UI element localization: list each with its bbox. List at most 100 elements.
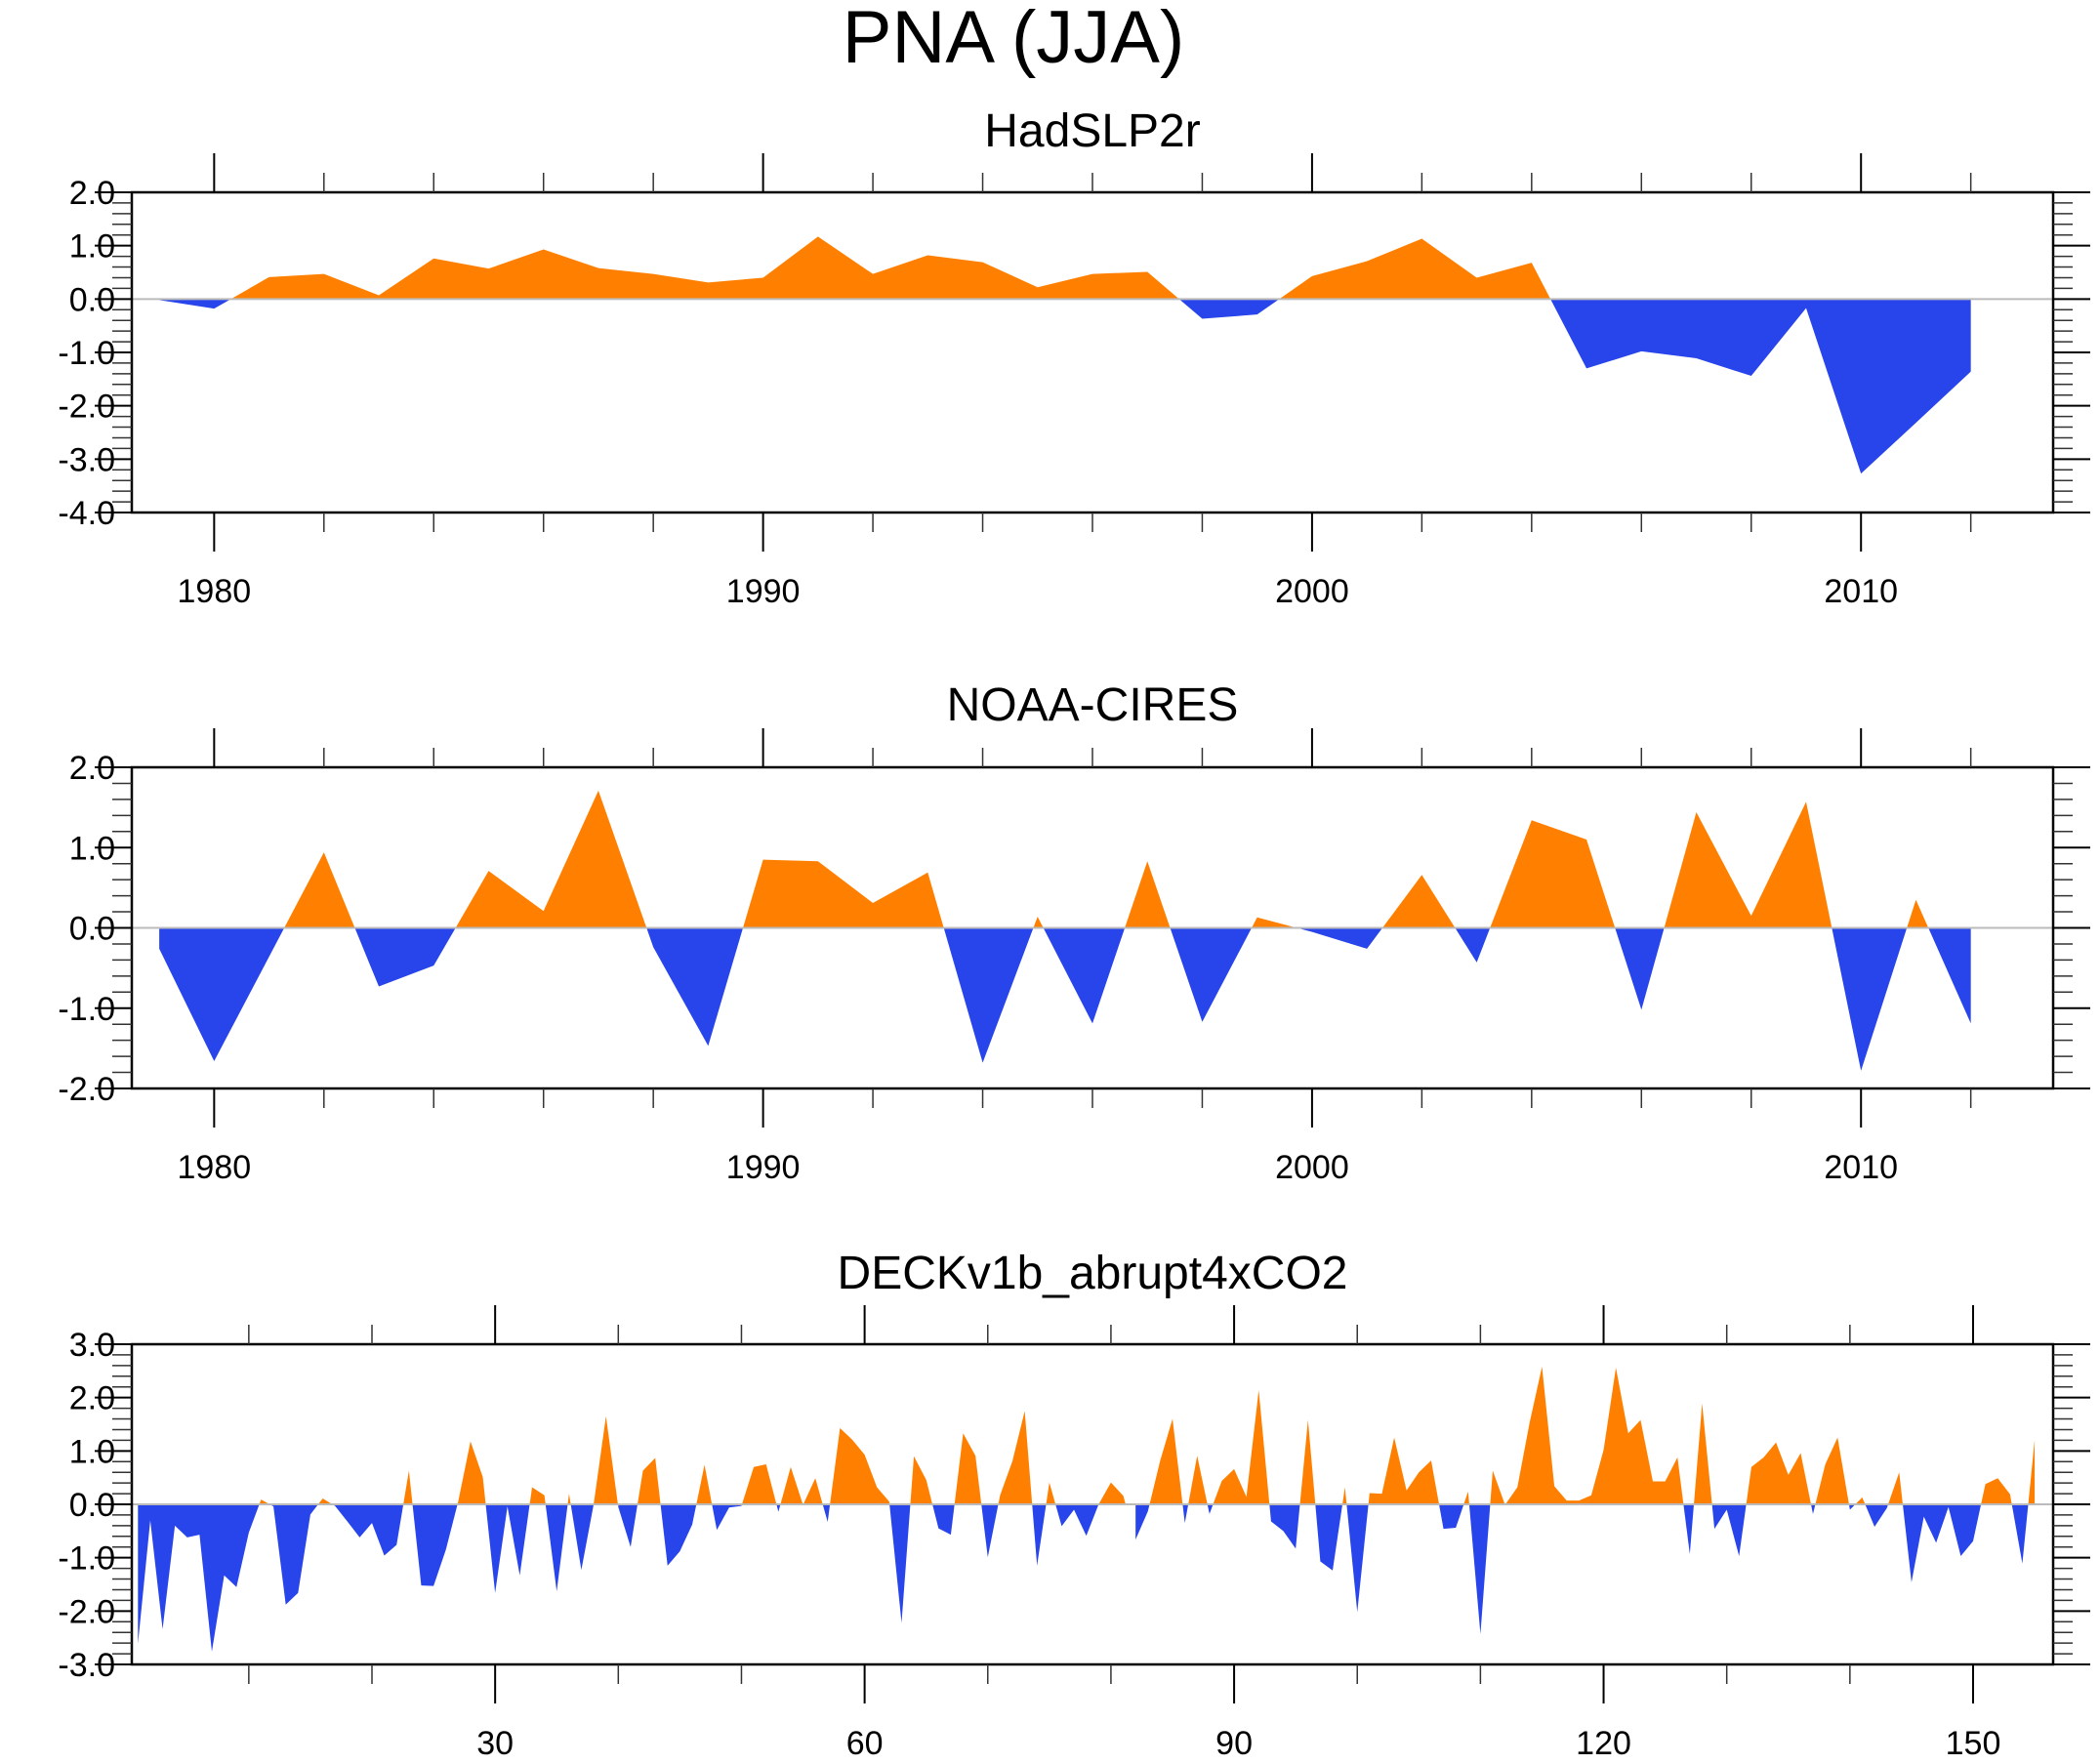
positive-area bbox=[780, 1466, 803, 1504]
negative-area bbox=[1865, 1504, 1889, 1527]
positive-area bbox=[1855, 1497, 1866, 1504]
positive-area bbox=[230, 236, 1179, 300]
positive-area bbox=[1342, 1487, 1347, 1504]
y-tick-label: -2.0 bbox=[58, 389, 115, 426]
x-tick-label: 2010 bbox=[1824, 573, 1898, 610]
negative-area bbox=[889, 1504, 911, 1623]
positive-area bbox=[1188, 1456, 1208, 1504]
negative-area bbox=[981, 1504, 999, 1558]
negative-area bbox=[138, 1504, 260, 1652]
x-axis: 30 60 90 120 150 bbox=[248, 1305, 2000, 1762]
negative-area bbox=[1902, 1504, 1982, 1582]
y-tick-label: 1.0 bbox=[69, 228, 115, 266]
negative-area bbox=[1135, 1504, 1150, 1540]
negative-area bbox=[1615, 927, 1665, 1010]
positive-area bbox=[1098, 1482, 1126, 1504]
negative-area bbox=[712, 1504, 742, 1531]
area-fills bbox=[159, 790, 1971, 1071]
positive-area bbox=[803, 1478, 823, 1504]
negative-area bbox=[1683, 1504, 1695, 1554]
y-tick-label: -3.0 bbox=[58, 441, 115, 478]
negative-area bbox=[646, 927, 744, 1046]
panel-title: DECKv1b_abrupt4xCO2 bbox=[838, 1248, 1348, 1299]
y-tick-label: -1.0 bbox=[58, 991, 115, 1028]
positive-area bbox=[1463, 1491, 1469, 1504]
positive-area bbox=[403, 1470, 413, 1504]
negative-area bbox=[943, 927, 1034, 1063]
negative-area bbox=[776, 1504, 781, 1512]
positive-area bbox=[696, 1464, 713, 1504]
negative-area bbox=[412, 1504, 458, 1586]
negative-area bbox=[1439, 1504, 1464, 1530]
negative-area bbox=[2011, 1504, 2029, 1564]
negative-area bbox=[1170, 927, 1253, 1022]
x-tick-label: 60 bbox=[846, 1725, 884, 1762]
x-tick-label: 30 bbox=[476, 1725, 514, 1762]
negative-area bbox=[822, 1504, 831, 1523]
positive-area bbox=[1125, 861, 1171, 928]
main-title: PNA (JJA) bbox=[843, 0, 1185, 79]
positive-area bbox=[1213, 1390, 1270, 1504]
negative-area bbox=[159, 927, 285, 1062]
positive-area bbox=[1252, 917, 1297, 928]
y-tick-label: 0.0 bbox=[69, 1487, 115, 1524]
negative-area bbox=[1178, 299, 1280, 319]
y-tick-label: 1.0 bbox=[69, 1433, 115, 1470]
y-tick-label: -2.0 bbox=[58, 1593, 115, 1630]
negative-area bbox=[1043, 927, 1126, 1024]
negative-area bbox=[1550, 299, 1971, 474]
positive-area bbox=[594, 1415, 618, 1504]
x-tick-label: 1990 bbox=[726, 573, 801, 610]
y-tick-label: -4.0 bbox=[58, 495, 115, 532]
x-tick-label: 1990 bbox=[726, 1149, 801, 1186]
positive-area bbox=[1033, 916, 1044, 928]
y-tick-label: 0.0 bbox=[69, 281, 115, 318]
positive-area bbox=[2028, 1439, 2036, 1504]
negative-area bbox=[570, 1504, 618, 1571]
positive-area bbox=[1149, 1418, 1183, 1504]
positive-area bbox=[1490, 820, 1616, 928]
positive-area bbox=[457, 1441, 486, 1504]
positive-area bbox=[998, 1411, 1033, 1504]
negative-area bbox=[1315, 1504, 1343, 1571]
panel-title: HadSLP2r bbox=[984, 105, 1200, 157]
y-tick-label: 0.0 bbox=[69, 911, 115, 948]
x-tick-label: 2000 bbox=[1275, 573, 1349, 610]
negative-area bbox=[1811, 1504, 1816, 1514]
positive-area bbox=[741, 1464, 777, 1504]
positive-area bbox=[954, 1433, 982, 1504]
negative-area bbox=[354, 927, 456, 987]
positive-area bbox=[743, 859, 944, 928]
positive-area bbox=[1299, 1419, 1316, 1504]
negative-area bbox=[1207, 1504, 1214, 1514]
positive-area bbox=[529, 1487, 546, 1504]
panel-deckv1b-abrupt4xco2: DECKv1b_abrupt4xCO2 3.0 2.0 1.0 0.0 -1.0 -2.0… bbox=[58, 1248, 2090, 1762]
x-tick-label: 2000 bbox=[1275, 1149, 1349, 1186]
negative-area bbox=[932, 1504, 955, 1536]
negative-area bbox=[1455, 927, 1491, 963]
negative-area bbox=[1832, 927, 1908, 1071]
y-tick-label: 2.0 bbox=[69, 1380, 115, 1417]
x-tick-label: 90 bbox=[1215, 1725, 1253, 1762]
x-axis: 1980 1990 2000 2010 bbox=[178, 153, 1972, 610]
y-tick-label: -1.0 bbox=[58, 1540, 115, 1578]
negative-area bbox=[1297, 927, 1383, 949]
negative-area bbox=[1711, 1504, 1747, 1557]
negative-area bbox=[1848, 1504, 1856, 1510]
positive-area bbox=[1046, 1482, 1056, 1504]
x-axis: 1980 1990 2000 2010 bbox=[178, 728, 1972, 1186]
positive-area bbox=[1382, 875, 1456, 928]
negative-area bbox=[159, 299, 231, 309]
x-tick-label: 1980 bbox=[178, 573, 252, 610]
x-tick-label: 120 bbox=[1576, 1725, 1631, 1762]
negative-area bbox=[332, 1504, 404, 1556]
positive-area bbox=[1490, 1470, 1505, 1504]
y-tick-label: 2.0 bbox=[69, 750, 115, 787]
positive-area bbox=[259, 1499, 270, 1504]
positive-area bbox=[284, 852, 355, 928]
negative-area bbox=[1055, 1504, 1126, 1537]
negative-area bbox=[1928, 927, 1971, 1024]
positive-area bbox=[910, 1456, 933, 1504]
